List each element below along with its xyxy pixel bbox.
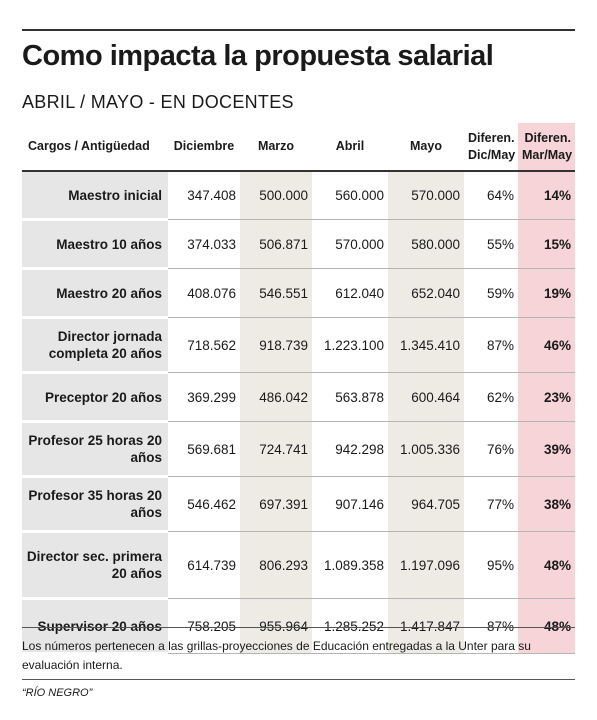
diciembre-cell: 374.033 <box>168 219 240 269</box>
abril-cell: 612.040 <box>312 268 388 318</box>
cargo-cell: Maestro 10 años <box>22 219 168 270</box>
header-diferen-dic-may: Diferen. Dic/May <box>464 123 518 172</box>
cargo-cell: Supervisor 20 años <box>22 598 168 655</box>
abril-cell: 907.146 <box>312 476 388 532</box>
diferen-mar-may-cell: 48% <box>518 531 575 599</box>
diferen-mar-may-cell: 23% <box>518 372 575 422</box>
diciembre-cell: 347.408 <box>168 171 240 220</box>
table-row: Supervisor 20 años 758.205 955.964 1.285.25… <box>22 598 575 655</box>
abril-cell: 570.000 <box>312 219 388 269</box>
diferen-mar-may-cell: 14% <box>518 171 575 220</box>
bottom-rule <box>22 627 575 628</box>
cargo-cell: Profesor 35 horas 20 años <box>22 476 168 533</box>
diferen-dic-may-cell: 77% <box>464 476 518 532</box>
cargo-cell: Profesor 25 horas 20 años <box>22 421 168 478</box>
cargo-cell: Director sec. primera 20 años <box>22 531 168 600</box>
cargo-cell: Director jornada completa 20 años <box>22 317 168 374</box>
abril-cell: 563.878 <box>312 372 388 422</box>
abril-cell: 1.285.252 <box>312 598 388 654</box>
marzo-cell: 724.741 <box>240 421 312 477</box>
diferen-mar-may-cell: 46% <box>518 317 575 373</box>
table-row: Profesor 35 horas 20 años 546.462 697.391 9… <box>22 476 575 533</box>
mayo-cell: 580.000 <box>388 219 464 269</box>
diciembre-cell: 569.681 <box>168 421 240 477</box>
diferen-mar-may-cell: 39% <box>518 421 575 477</box>
salary-table: Cargos / Antigüedad Diciembre Marzo Abri… <box>22 123 575 655</box>
cargo-cell: Maestro inicial <box>22 171 168 221</box>
diferen-dic-may-cell: 62% <box>464 372 518 422</box>
mayo-cell: 964.705 <box>388 476 464 532</box>
diciembre-cell: 758.205 <box>168 598 240 654</box>
diferen-dic-may-cell: 64% <box>464 171 518 220</box>
page-subtitle: ABRIL / MAYO - EN DOCENTES <box>22 92 294 112</box>
diferen-dic-may-cell: 87% <box>464 317 518 373</box>
cargo-cell: Maestro 20 años <box>22 268 168 319</box>
page-title: Como impacta la propuesta salarial <box>22 40 494 72</box>
diferen-dic-may-cell: 55% <box>464 219 518 269</box>
header-mayo: Mayo <box>388 123 464 172</box>
table-row: Director sec. primera 20 años 614.739 806.… <box>22 531 575 600</box>
mayo-cell: 1.345.410 <box>388 317 464 373</box>
marzo-cell: 918.739 <box>240 317 312 373</box>
table-row: Maestro 20 años 408.076 546.551 612.040 652.… <box>22 268 575 319</box>
diferen-dic-may-cell: 95% <box>464 531 518 599</box>
marzo-cell: 697.391 <box>240 476 312 532</box>
table-header-row: Cargos / Antigüedad Diciembre Marzo Abri… <box>22 123 575 172</box>
header-diciembre: Diciembre <box>168 123 240 172</box>
diferen-mar-may-cell: 38% <box>518 476 575 532</box>
diferen-mar-may-cell: 15% <box>518 219 575 269</box>
table-row: Preceptor 20 años 369.299 486.042 563.878 60… <box>22 372 575 423</box>
marzo-cell: 806.293 <box>240 531 312 599</box>
table-row: Maestro 10 años 374.033 506.871 570.000 580.… <box>22 219 575 270</box>
header-abril: Abril <box>312 123 388 172</box>
diferen-dic-may-cell: 87% <box>464 598 518 654</box>
header-cargos: Cargos / Antigüedad <box>22 123 168 172</box>
header-marzo: Marzo <box>240 123 312 172</box>
diferen-mar-may-cell: 48% <box>518 598 575 654</box>
diciembre-cell: 614.739 <box>168 531 240 599</box>
abril-cell: 560.000 <box>312 171 388 220</box>
marzo-cell: 546.551 <box>240 268 312 318</box>
marzo-cell: 955.964 <box>240 598 312 654</box>
abril-cell: 1.089.358 <box>312 531 388 599</box>
mayo-cell: 570.000 <box>388 171 464 220</box>
marzo-cell: 486.042 <box>240 372 312 422</box>
marzo-cell: 500.000 <box>240 171 312 220</box>
diciembre-cell: 408.076 <box>168 268 240 318</box>
diciembre-cell: 546.462 <box>168 476 240 532</box>
source-credit: “RÍO NEGRO” <box>22 687 93 699</box>
table-row: Maestro inicial 347.408 500.000 560.000 570.… <box>22 171 575 221</box>
diciembre-cell: 718.562 <box>168 317 240 373</box>
mayo-cell: 1.417.847 <box>388 598 464 654</box>
table-row: Director jornada completa 20 años 718.562… <box>22 317 575 374</box>
diferen-dic-may-cell: 59% <box>464 268 518 318</box>
top-rule <box>22 29 575 31</box>
abril-cell: 1.223.100 <box>312 317 388 373</box>
diferen-dic-may-cell: 76% <box>464 421 518 477</box>
mayo-cell: 1.005.336 <box>388 421 464 477</box>
abril-cell: 942.298 <box>312 421 388 477</box>
source-rule <box>22 679 575 680</box>
diferen-mar-may-cell: 19% <box>518 268 575 318</box>
mayo-cell: 600.464 <box>388 372 464 422</box>
header-diferen-mar-may: Diferen. Mar/May <box>518 123 575 172</box>
cargo-cell: Preceptor 20 años <box>22 372 168 423</box>
marzo-cell: 506.871 <box>240 219 312 269</box>
mayo-cell: 652.040 <box>388 268 464 318</box>
footnote: Los números pertenecen a las grillas-pro… <box>22 639 531 672</box>
table-row: Profesor 25 horas 20 años 569.681 724.741 9… <box>22 421 575 478</box>
diciembre-cell: 369.299 <box>168 372 240 422</box>
mayo-cell: 1.197.096 <box>388 531 464 599</box>
